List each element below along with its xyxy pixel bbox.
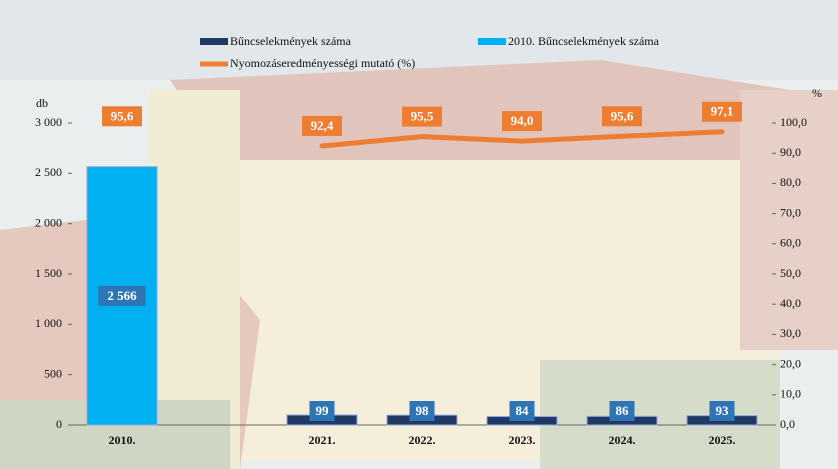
y-tick-label: 1 500 bbox=[35, 266, 62, 280]
legend-label: Bűncselekmények száma bbox=[230, 34, 352, 48]
y2-tick-label: 50,0 bbox=[780, 266, 801, 280]
y2-tick-label: 70,0 bbox=[780, 205, 801, 219]
x-tick-label: 2021. bbox=[309, 433, 336, 447]
y2-tick-label: 80,0 bbox=[780, 175, 801, 189]
data-label: 99 bbox=[316, 403, 330, 418]
data-label: 98 bbox=[416, 403, 430, 418]
y2-tick-label: 90,0 bbox=[780, 145, 801, 159]
x-tick-label: 2025. bbox=[709, 433, 736, 447]
y-axis-title: db bbox=[36, 96, 48, 110]
y2-tick-label: 100,0 bbox=[780, 115, 807, 129]
data-label: 97,1 bbox=[711, 104, 734, 119]
x-tick-label: 2023. bbox=[509, 433, 536, 447]
x-tick-label: 2010. bbox=[109, 433, 136, 447]
x-tick-label: 2022. bbox=[409, 433, 436, 447]
data-label: 93 bbox=[716, 403, 730, 418]
y-tick-label: 2 500 bbox=[35, 165, 62, 179]
legend-label: Nyomozáseredményességi mutató (%) bbox=[230, 56, 415, 70]
y-tick-label: 1 000 bbox=[35, 316, 62, 330]
data-label: 92,4 bbox=[311, 118, 334, 133]
data-label: 95,6 bbox=[111, 108, 134, 123]
data-label: 86 bbox=[616, 403, 630, 418]
y2-axis-title: % bbox=[812, 86, 822, 100]
y2-tick-label: 40,0 bbox=[780, 296, 801, 310]
y-tick-label: 500 bbox=[44, 366, 62, 380]
y-tick-label: 3 000 bbox=[35, 115, 62, 129]
y2-tick-label: 30,0 bbox=[780, 326, 801, 340]
legend-label: 2010. Bűncselekmények száma bbox=[508, 34, 660, 48]
y2-tick-label: 0,0 bbox=[780, 417, 795, 431]
y2-tick-label: 60,0 bbox=[780, 236, 801, 250]
chart: db % Bűncselekmények száma 2010. Bűncsel… bbox=[0, 0, 838, 469]
data-label: 95,5 bbox=[411, 109, 434, 124]
y2-tick-label: 10,0 bbox=[780, 387, 801, 401]
data-label: 95,6 bbox=[611, 108, 634, 123]
y2-tick-label: 20,0 bbox=[780, 356, 801, 370]
y-tick-label: 0 bbox=[56, 417, 62, 431]
legend-swatch bbox=[478, 38, 506, 45]
data-label: 94,0 bbox=[511, 113, 534, 128]
data-label: 2 566 bbox=[107, 288, 137, 303]
y-tick-label: 2 000 bbox=[35, 215, 62, 229]
x-tick-label: 2024. bbox=[609, 433, 636, 447]
legend-swatch bbox=[200, 38, 228, 45]
data-label: 84 bbox=[516, 403, 530, 418]
